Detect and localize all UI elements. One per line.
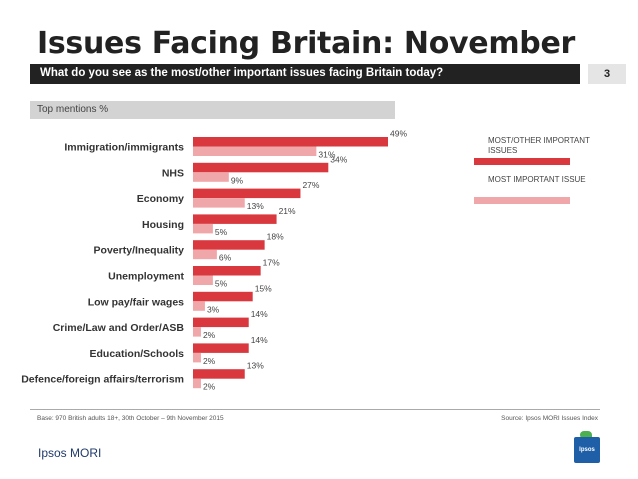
value-label-most-other-crime-law-and-order-asb: 14% bbox=[251, 309, 268, 319]
category-label-nhs: NHS bbox=[162, 167, 184, 179]
bar-most-important-nhs bbox=[193, 172, 229, 182]
category-label-unemployment: Unemployment bbox=[108, 271, 184, 283]
category-label-low-pay-fair-wages: Low pay/fair wages bbox=[88, 296, 184, 308]
category-label-economy: Economy bbox=[137, 193, 184, 205]
value-label-most-other-defence-foreign-affairs-terrorism: 13% bbox=[247, 361, 264, 371]
legend-label-most-important: MOST IMPORTANT ISSUE bbox=[488, 175, 586, 184]
question-banner: What do you see as the most/other import… bbox=[30, 64, 580, 84]
bar-most-important-crime-law-and-order-asb bbox=[193, 327, 201, 337]
bar-most-other-immigration-immigrants bbox=[193, 137, 388, 147]
bar-most-important-low-pay-fair-wages bbox=[193, 301, 205, 311]
legend-swatch-most-other bbox=[474, 158, 570, 165]
value-label-most-other-immigration-immigrants: 49% bbox=[390, 129, 407, 139]
logo-text: Ipsos bbox=[579, 447, 595, 453]
bar-most-other-unemployment bbox=[193, 266, 261, 276]
subheader-bar: Top mentions % bbox=[30, 101, 395, 119]
category-label-housing: Housing bbox=[142, 219, 184, 231]
bar-most-important-housing bbox=[193, 223, 213, 234]
ipsos-logo: Ipsos bbox=[574, 437, 600, 463]
bar-most-important-unemployment bbox=[193, 275, 213, 285]
value-label-most-other-housing: 21% bbox=[279, 206, 296, 216]
page-number: 3 bbox=[588, 64, 626, 84]
logo-leaf-icon bbox=[580, 431, 592, 439]
footer-divider bbox=[30, 409, 600, 410]
base-note: Base: 970 British adults 18+, 30th Octob… bbox=[37, 415, 224, 422]
category-label-crime-law-and-order-asb: Crime/Law and Order/ASB bbox=[53, 322, 185, 334]
category-label-immigration-immigrants: Immigration/immigrants bbox=[64, 142, 184, 154]
value-label-most-important-low-pay-fair-wages: 3% bbox=[207, 304, 220, 314]
value-label-most-important-education-schools: 2% bbox=[203, 356, 216, 366]
value-label-most-other-nhs: 34% bbox=[330, 154, 347, 164]
bar-most-other-crime-law-and-order-asb bbox=[193, 317, 249, 328]
value-label-most-important-economy: 13% bbox=[247, 201, 264, 211]
category-label-education-schools: Education/Schools bbox=[89, 348, 184, 360]
value-label-most-important-poverty-inequality: 6% bbox=[219, 253, 232, 263]
brand-name: Ipsos MORI bbox=[38, 446, 102, 460]
bar-most-important-defence-foreign-affairs-terrorism bbox=[193, 378, 201, 389]
legend-label-most-other: MOST/OTHER IMPORTANT ISSUES bbox=[488, 136, 590, 155]
value-label-most-important-immigration-immigrants: 31% bbox=[318, 150, 335, 160]
bar-most-important-economy bbox=[193, 198, 245, 208]
value-label-most-important-crime-law-and-order-asb: 2% bbox=[203, 330, 216, 340]
bar-most-important-poverty-inequality bbox=[193, 249, 217, 260]
value-label-most-other-low-pay-fair-wages: 15% bbox=[255, 283, 272, 293]
bar-most-other-economy bbox=[193, 188, 301, 199]
bar-most-important-education-schools bbox=[193, 352, 201, 363]
page-title: Issues Facing Britain: November bbox=[37, 26, 576, 61]
bar-most-other-defence-foreign-affairs-terrorism bbox=[193, 369, 245, 379]
value-label-most-other-economy: 27% bbox=[302, 180, 319, 190]
bar-most-other-education-schools bbox=[193, 343, 249, 353]
question-text: What do you see as the most/other import… bbox=[40, 67, 444, 79]
value-label-most-important-nhs: 9% bbox=[231, 175, 244, 185]
value-label-most-other-poverty-inequality: 18% bbox=[267, 232, 284, 242]
bar-most-important-immigration-immigrants bbox=[193, 146, 317, 156]
legend-swatch-most-important bbox=[474, 197, 570, 204]
source-note: Source: Ipsos MORI Issues Index bbox=[501, 415, 598, 422]
value-label-most-important-defence-foreign-affairs-terrorism: 2% bbox=[203, 382, 216, 392]
bar-most-other-poverty-inequality bbox=[193, 240, 265, 250]
bar-most-other-low-pay-fair-wages bbox=[193, 291, 253, 302]
value-label-most-important-housing: 5% bbox=[215, 227, 228, 237]
value-label-most-important-unemployment: 5% bbox=[215, 279, 228, 289]
value-label-most-other-education-schools: 14% bbox=[251, 335, 268, 345]
value-label-most-other-unemployment: 17% bbox=[263, 258, 280, 268]
bar-most-other-housing bbox=[193, 214, 277, 224]
category-label-poverty-inequality: Poverty/Inequality bbox=[94, 245, 185, 257]
subheader-text: Top mentions % bbox=[37, 104, 109, 115]
bar-chart: Immigration/immigrants 49% 31% NHS 34% 9% Econ… bbox=[21, 129, 407, 392]
bar-most-other-nhs bbox=[193, 162, 329, 173]
category-label-defence-foreign-affairs-terrorism: Defence/foreign affairs/terrorism bbox=[21, 374, 184, 386]
